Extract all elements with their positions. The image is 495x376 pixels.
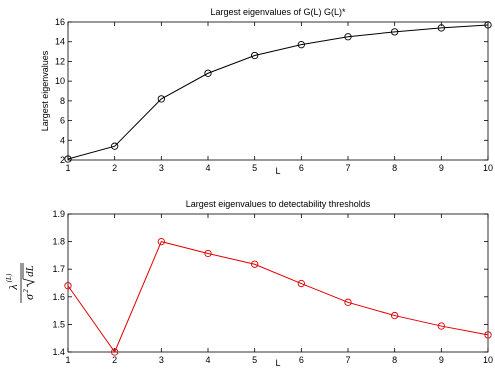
- x-tick-label: 2: [112, 355, 117, 365]
- data-point-marker: [251, 51, 259, 60]
- y-label-superscript: (L): [5, 273, 13, 282]
- series-line: [67, 241, 489, 354]
- y-label-numerator: λ: [6, 284, 20, 290]
- chart-title: Largest eigenvalues to detectability thr…: [186, 199, 371, 209]
- x-tick-label: 9: [439, 163, 444, 173]
- x-tick-label: 8: [392, 355, 397, 365]
- y-tick-label: 16: [55, 17, 65, 27]
- y-label-sqrt-sign: [22, 263, 36, 288]
- y-tick-label: 2: [60, 155, 65, 165]
- y-axis-label: Largest eigenvalues: [40, 50, 50, 131]
- data-point-marker: [204, 249, 212, 258]
- y-tick-label: 12: [55, 56, 65, 66]
- y-tick-label: 10: [55, 76, 65, 86]
- x-tick-label: 1: [65, 355, 70, 365]
- x-tick-label: 9: [439, 355, 444, 365]
- data-point-marker: [297, 41, 305, 49]
- series-line: [67, 24, 489, 160]
- y-tick-label: 1.7: [52, 264, 65, 274]
- chart-title: Largest eigenvalues of G(L) G(L)*: [210, 7, 346, 17]
- data-point-marker: [157, 95, 165, 103]
- x-tick-label: 1: [65, 163, 70, 173]
- data-point-marker: [204, 69, 212, 77]
- plot-frame: [67, 213, 489, 353]
- x-tick-label: 5: [252, 355, 257, 365]
- y-label-square: 2: [22, 289, 30, 293]
- y-tick-label: 1.5: [52, 319, 65, 329]
- x-tick-label: 3: [159, 355, 164, 365]
- data-point-marker: [484, 331, 492, 339]
- x-tick-label: 7: [345, 163, 350, 173]
- data-point-marker: [64, 155, 72, 163]
- data-point-marker: [484, 21, 492, 29]
- y-axis-label: λ (L) σ2 dL: [5, 263, 36, 303]
- x-tick-label: 6: [299, 163, 304, 173]
- data-point-marker: [251, 260, 259, 268]
- data-point-marker: [344, 33, 352, 41]
- data-point-marker: [111, 348, 119, 356]
- y-tick-label: 1.4: [52, 347, 65, 357]
- data-point-marker: [437, 322, 445, 330]
- x-tick-label: 3: [159, 163, 164, 173]
- x-axis-label: L: [275, 166, 280, 176]
- x-tick-label: 4: [205, 355, 210, 365]
- data-point-marker: [157, 237, 165, 246]
- y-tick-label: 4: [60, 135, 65, 145]
- data-point-marker: [391, 311, 399, 320]
- data-point-marker: [437, 24, 445, 32]
- y-label-root-content: dL: [24, 265, 36, 277]
- data-point-marker: [111, 142, 119, 150]
- y-label-sigma: σ: [22, 293, 36, 300]
- x-tick-label: 5: [252, 163, 257, 173]
- y-tick-label: 14: [55, 37, 65, 47]
- plot-frame: [67, 21, 489, 161]
- data-point-marker: [344, 298, 352, 306]
- x-tick-label: 4: [205, 163, 210, 173]
- x-tick-label: 10: [483, 163, 493, 173]
- x-tick-label: 6: [299, 355, 304, 365]
- x-tick-label: 8: [392, 163, 397, 173]
- y-tick-label: 1.8: [52, 237, 65, 247]
- data-point-marker: [297, 279, 305, 288]
- x-tick-label: 2: [112, 163, 117, 173]
- y-tick-label: 6: [60, 116, 65, 126]
- bottom-chart: 1 2 3 4 5 6 7 8 9 10 1.4 1.5 1.6 1.7 1.8 1.9 Largest eig…: [5, 199, 493, 368]
- y-tick-label: 8: [60, 96, 65, 106]
- y-tick-label: 1.6: [52, 292, 65, 302]
- data-point-marker: [64, 282, 72, 290]
- x-axis-label: L: [275, 358, 280, 368]
- x-tick-label: 10: [483, 355, 493, 365]
- x-tick-label: 7: [345, 355, 350, 365]
- data-point-marker: [391, 28, 399, 36]
- y-tick-label: 1.9: [52, 209, 65, 219]
